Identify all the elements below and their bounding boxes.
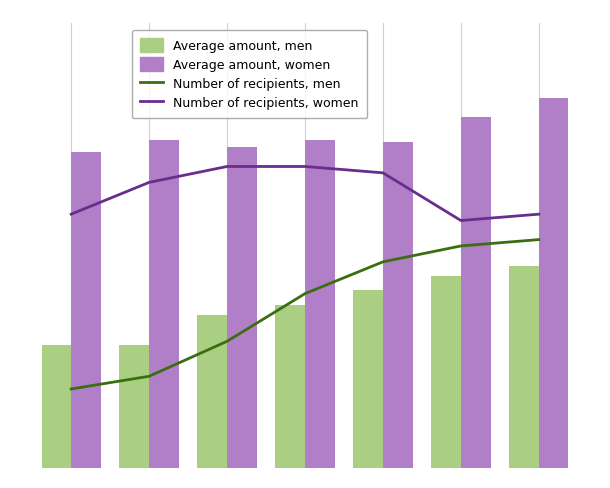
Bar <box>353 291 383 468</box>
Bar <box>431 276 461 468</box>
Legend: Average amount, men, Average amount, women, Number of recipients, men, Number of: Average amount, men, Average amount, wom… <box>132 31 367 119</box>
Bar <box>461 118 490 468</box>
Bar <box>275 305 305 468</box>
Bar <box>198 316 227 468</box>
Bar <box>41 345 71 468</box>
Bar <box>149 141 179 468</box>
Bar <box>509 266 539 468</box>
Bar <box>539 99 569 468</box>
Bar <box>227 148 257 468</box>
Bar <box>71 153 101 468</box>
Bar <box>383 143 412 468</box>
Bar <box>305 141 335 468</box>
Bar <box>120 345 149 468</box>
